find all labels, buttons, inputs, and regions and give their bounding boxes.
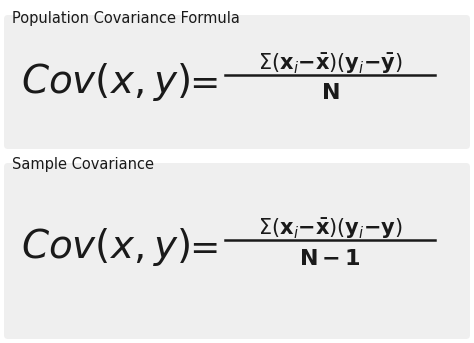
FancyBboxPatch shape	[4, 163, 470, 339]
Text: $=$: $=$	[182, 65, 218, 99]
Text: $\mathit{Cov(x,y)}$: $\mathit{Cov(x,y)}$	[20, 226, 190, 268]
Text: $\Sigma(\mathregular{x}_i\mathregular{-\bar{x}})(\mathregular{y}_i\mathregular{-: $\Sigma(\mathregular{x}_i\mathregular{-\…	[257, 52, 402, 76]
FancyBboxPatch shape	[4, 15, 470, 149]
Text: Sample Covariance: Sample Covariance	[12, 157, 154, 172]
Text: $\Sigma(\mathregular{x}_i\mathregular{-\bar{x}})(\mathregular{y}_i\mathregular{-: $\Sigma(\mathregular{x}_i\mathregular{-\…	[257, 217, 402, 241]
Text: $\mathregular{N}$: $\mathregular{N}$	[321, 83, 339, 103]
Text: $\mathregular{N-1}$: $\mathregular{N-1}$	[299, 249, 361, 269]
Text: $=$: $=$	[182, 230, 218, 264]
Text: Population Covariance Formula: Population Covariance Formula	[12, 11, 240, 26]
Text: $\mathit{Cov(x,y)}$: $\mathit{Cov(x,y)}$	[20, 61, 190, 103]
